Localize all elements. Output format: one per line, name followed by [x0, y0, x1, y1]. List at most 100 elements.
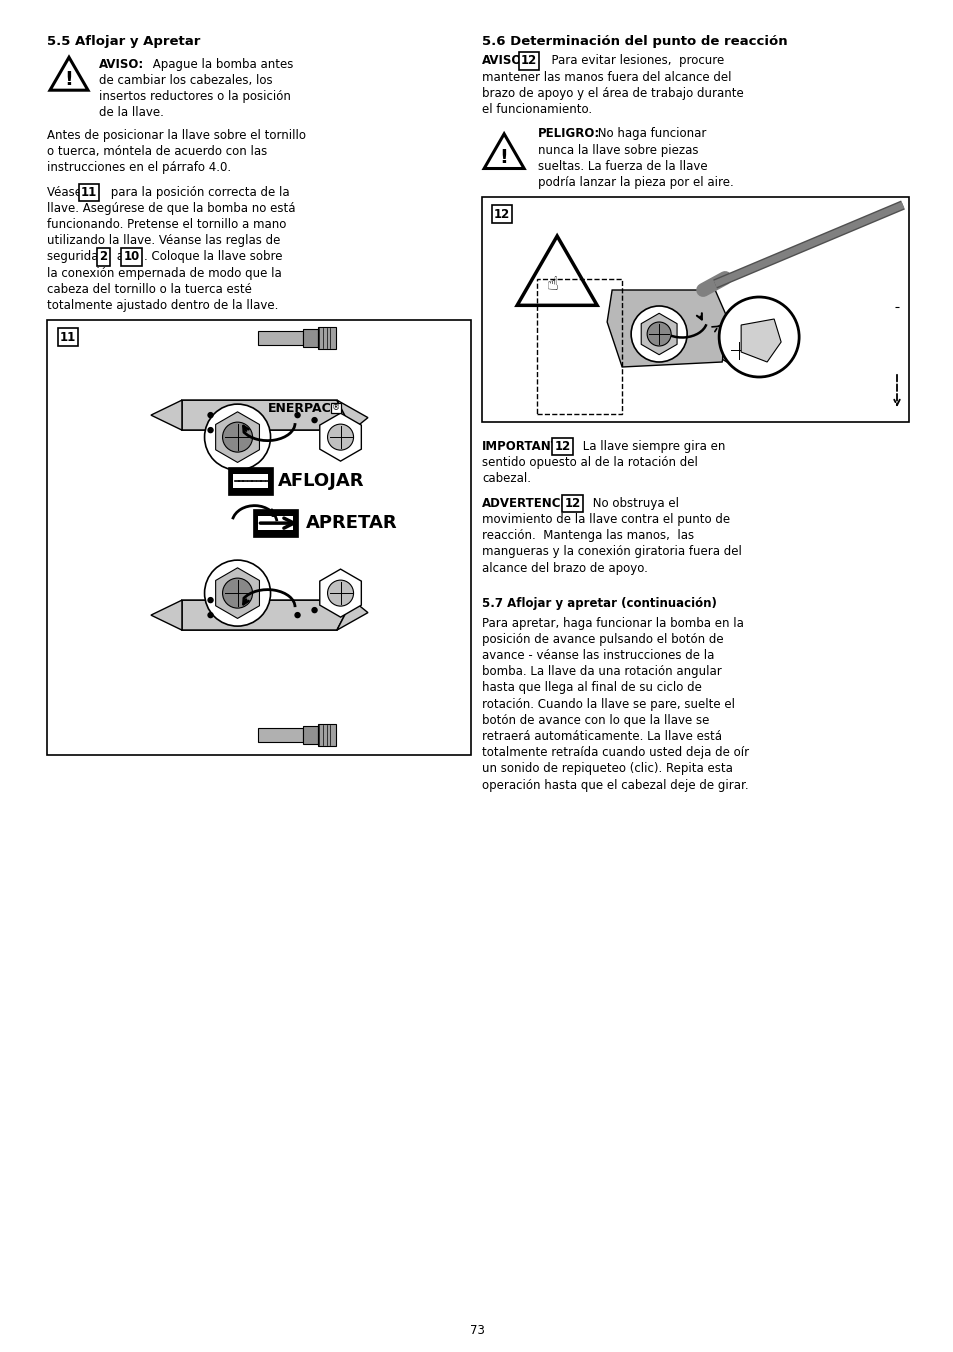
Polygon shape [215, 412, 259, 462]
Text: 73: 73 [469, 1324, 484, 1337]
Circle shape [294, 412, 300, 418]
Polygon shape [606, 289, 728, 366]
Text: 10: 10 [123, 250, 139, 264]
Text: seguridad: seguridad [47, 250, 110, 264]
Text: funcionando. Pretense el tornillo a mano: funcionando. Pretense el tornillo a mano [47, 218, 286, 231]
Text: ☝: ☝ [546, 274, 558, 293]
Polygon shape [228, 468, 273, 495]
Text: !: ! [65, 70, 73, 89]
Text: utilizando la llave. Véanse las reglas de: utilizando la llave. Véanse las reglas d… [47, 234, 280, 247]
Text: reacción.  Mantenga las manos,  las: reacción. Mantenga las manos, las [481, 529, 694, 542]
Text: Para apretar, haga funcionar la bomba en la: Para apretar, haga funcionar la bomba en… [481, 617, 743, 630]
Text: 12: 12 [494, 207, 510, 220]
FancyBboxPatch shape [47, 320, 471, 756]
Polygon shape [257, 516, 293, 530]
Text: AFLOJAR: AFLOJAR [277, 472, 364, 491]
Text: No obstruya el: No obstruya el [588, 496, 678, 510]
Text: ®: ® [331, 404, 339, 412]
Polygon shape [722, 331, 755, 369]
Polygon shape [319, 569, 361, 617]
Text: Apague la bomba antes: Apague la bomba antes [149, 58, 294, 70]
Text: mantener las manos fuera del alcance del: mantener las manos fuera del alcance del [481, 70, 731, 84]
Polygon shape [740, 319, 781, 362]
Polygon shape [151, 400, 182, 430]
Text: !: ! [499, 147, 508, 166]
Polygon shape [336, 400, 368, 430]
Text: posición de avance pulsando el botón de: posición de avance pulsando el botón de [481, 633, 723, 646]
Polygon shape [336, 600, 368, 630]
Bar [302, 329, 317, 347]
Text: 5.6 Determinación del punto de reacción: 5.6 Determinación del punto de reacción [481, 35, 787, 49]
Text: 11: 11 [60, 331, 76, 343]
Text: 12: 12 [520, 54, 537, 68]
Polygon shape [182, 400, 352, 430]
Text: . Coloque la llave sobre: . Coloque la llave sobre [144, 250, 283, 264]
Text: 12: 12 [564, 496, 580, 510]
Polygon shape [182, 600, 352, 630]
Text: a: a [112, 250, 128, 264]
Polygon shape [151, 600, 182, 630]
Bar [257, 331, 302, 345]
Text: de la llave.: de la llave. [99, 107, 164, 119]
Text: totalmente retraída cuando usted deja de oír: totalmente retraída cuando usted deja de… [481, 746, 748, 760]
Text: la conexión empernada de modo que la: la conexión empernada de modo que la [47, 266, 281, 280]
Circle shape [208, 598, 213, 603]
Circle shape [719, 297, 799, 377]
Polygon shape [640, 314, 677, 354]
Text: un sonido de repiqueteo (clic). Repita esta: un sonido de repiqueteo (clic). Repita e… [481, 763, 732, 776]
Text: No haga funcionar: No haga funcionar [593, 127, 705, 141]
Text: 5.5 Aflojar y Apretar: 5.5 Aflojar y Apretar [47, 35, 200, 49]
Circle shape [222, 422, 253, 452]
Text: alcance del brazo de apoyo.: alcance del brazo de apoyo. [481, 561, 647, 575]
Text: 2: 2 [99, 250, 108, 264]
Text: 12: 12 [554, 439, 570, 453]
Circle shape [208, 412, 213, 418]
Text: PELIGRO:: PELIGRO: [537, 127, 599, 141]
Circle shape [312, 418, 316, 423]
Text: 5.7 Aflojar y apretar (continuación): 5.7 Aflojar y apretar (continuación) [481, 598, 717, 610]
Text: nunca la llave sobre piezas: nunca la llave sobre piezas [537, 143, 698, 157]
Circle shape [208, 427, 213, 433]
Text: insertos reductores o la posición: insertos reductores o la posición [99, 91, 291, 103]
Bar [317, 723, 336, 746]
Text: La llave siempre gira en: La llave siempre gira en [578, 439, 724, 453]
Text: ENERPAC.: ENERPAC. [267, 402, 335, 415]
Text: sentido opuesto al de la rotación del: sentido opuesto al de la rotación del [481, 456, 698, 469]
Circle shape [312, 607, 316, 612]
Polygon shape [253, 510, 297, 537]
Text: IMPORTANTE:: IMPORTANTE: [481, 439, 573, 453]
Text: sueltas. La fuerza de la llave: sueltas. La fuerza de la llave [537, 160, 707, 173]
Text: AVISO:: AVISO: [99, 58, 144, 70]
Text: rotación. Cuando la llave se pare, suelte el: rotación. Cuando la llave se pare, suelt… [481, 698, 735, 711]
Text: Véase: Véase [47, 185, 86, 199]
Circle shape [204, 560, 271, 626]
Text: instrucciones en el párrafo 4.0.: instrucciones en el párrafo 4.0. [47, 161, 231, 174]
Text: o tuerca, móntela de acuerdo con las: o tuerca, móntela de acuerdo con las [47, 145, 267, 158]
Circle shape [294, 612, 300, 618]
Text: bomba. La llave da una rotación angular: bomba. La llave da una rotación angular [481, 665, 721, 679]
FancyBboxPatch shape [481, 197, 908, 422]
Text: de cambiar los cabezales, los: de cambiar los cabezales, los [99, 74, 273, 87]
Bar [317, 327, 336, 349]
Text: Antes de posicionar la llave sobre el tornillo: Antes de posicionar la llave sobre el to… [47, 128, 306, 142]
Text: cabeza del tornillo o la tuerca esté: cabeza del tornillo o la tuerca esté [47, 283, 252, 296]
Text: hasta que llega al final de su ciclo de: hasta que llega al final de su ciclo de [481, 681, 701, 695]
Text: mangueras y la conexión giratoria fuera del: mangueras y la conexión giratoria fuera … [481, 545, 741, 558]
Circle shape [631, 306, 686, 362]
Text: movimiento de la llave contra el punto de: movimiento de la llave contra el punto d… [481, 512, 729, 526]
Bar [257, 729, 302, 742]
Circle shape [204, 404, 271, 470]
Text: llave. Asegúrese de que la bomba no está: llave. Asegúrese de que la bomba no está [47, 201, 295, 215]
Circle shape [327, 425, 354, 450]
Text: podría lanzar la pieza por el aire.: podría lanzar la pieza por el aire. [537, 176, 733, 189]
Text: para la posición correcta de la: para la posición correcta de la [107, 185, 290, 199]
Circle shape [728, 339, 748, 360]
Circle shape [646, 322, 670, 346]
Text: brazo de apoyo y el área de trabajo durante: brazo de apoyo y el área de trabajo dura… [481, 87, 743, 100]
Bar [302, 726, 317, 744]
Text: retraerá automáticamente. La llave está: retraerá automáticamente. La llave está [481, 730, 721, 744]
Text: 11: 11 [81, 185, 97, 199]
Text: cabezal.: cabezal. [481, 472, 531, 485]
Polygon shape [319, 414, 361, 461]
Circle shape [208, 612, 213, 618]
